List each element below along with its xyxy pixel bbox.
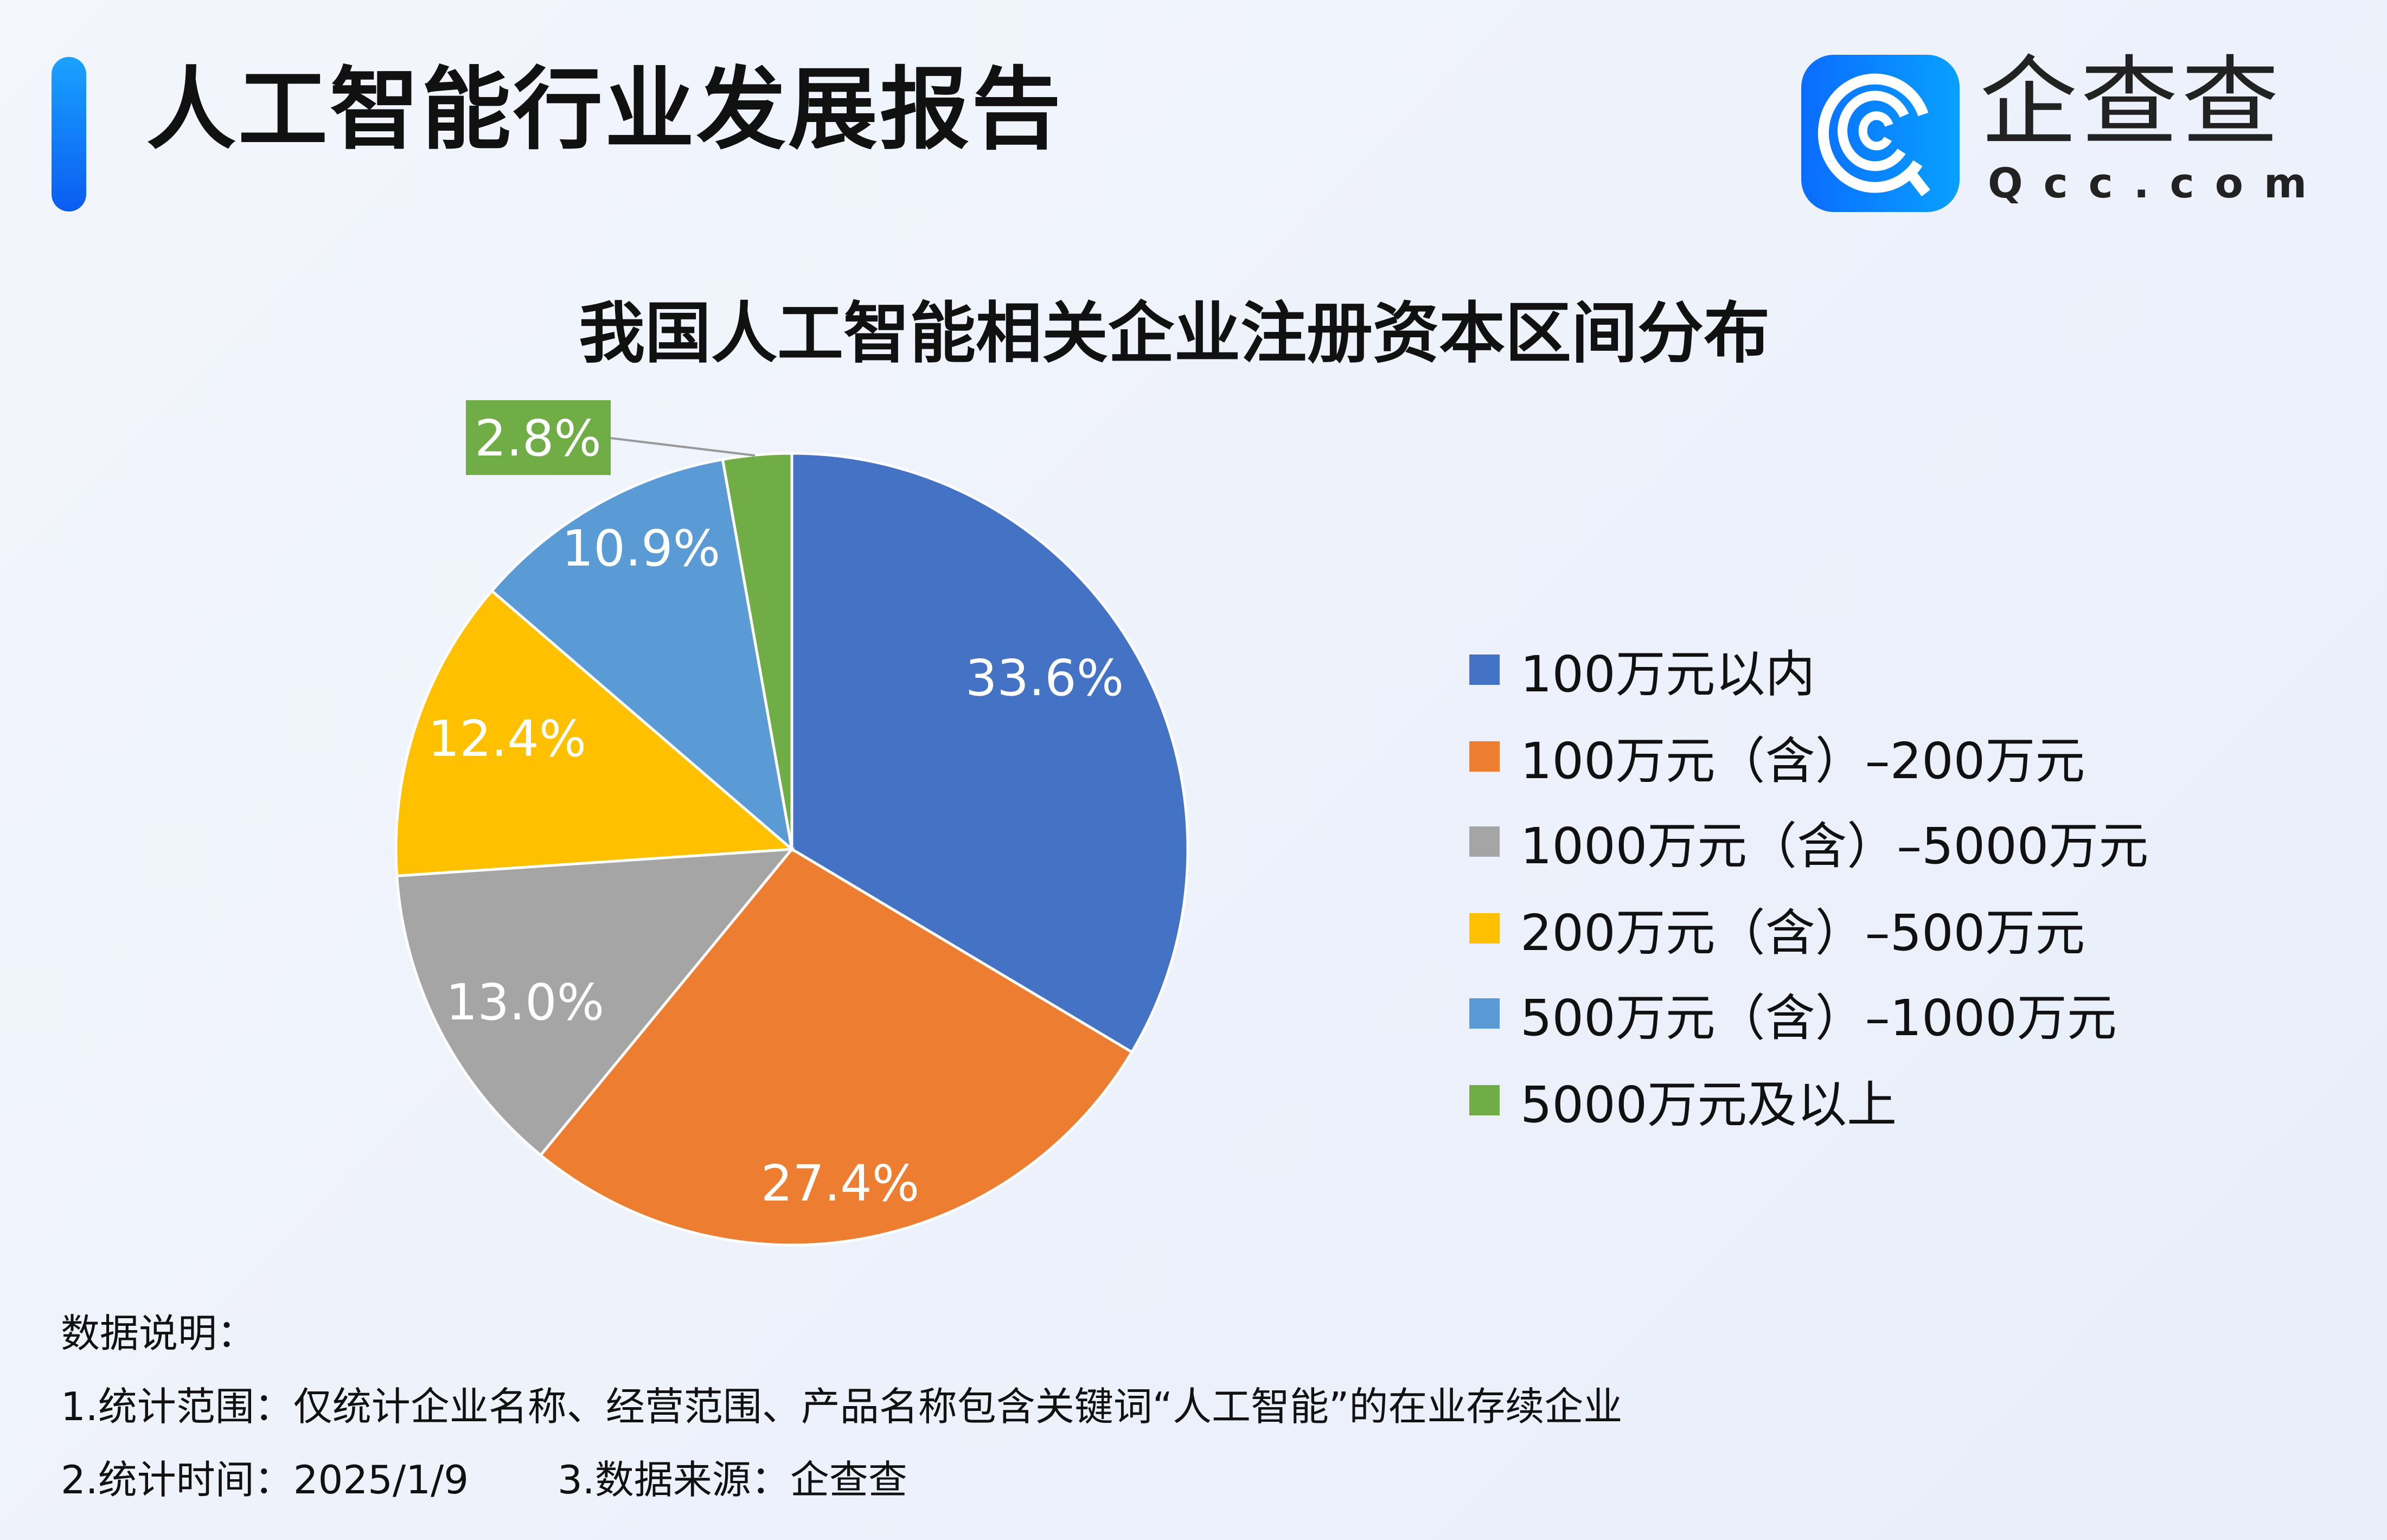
qcc-logo-text: 企查查 [1980,46,2283,159]
slice-label-2: 13.0% [446,973,604,1031]
legend-item: 500万元（含）–1000万元 [1469,984,2117,1047]
legend-item: 100万元（含）–200万元 [1469,727,2085,790]
footer-scope: 1.统计范围：仅统计企业名称、经营范围、产品名称包含关键词“人工智能”的在业存续… [61,1384,1623,1429]
legend-label: 1000万元（含）–5000万元 [1520,817,2149,875]
pie-slice-1 [539,847,1134,1247]
leader-line [610,437,756,457]
legend-label: 5000万元及以上 [1520,1075,1897,1134]
legend-swatch [1469,741,1500,772]
title-accent-bar [52,57,86,211]
qcc-logo-icon [1801,55,1960,212]
slice-label-4: 10.9% [562,519,720,578]
legend-swatch [1469,998,1500,1029]
legend-label: 500万元（含）–1000万元 [1520,989,2117,1047]
legend-swatch [1469,913,1500,944]
legend-label: 100万元（含）–200万元 [1520,732,2085,790]
legend-label: 200万元（含）–500万元 [1520,903,2085,962]
legend-item: 5000万元及以上 [1469,1070,1897,1134]
page-title: 人工智能行业发展报告 [146,57,1063,162]
pie-slice-0 [790,452,1189,1054]
slice-label-3: 12.4% [428,710,586,768]
pie-slice-2 [395,848,795,1157]
footer-source: 3.数据来源：企查查 [558,1457,907,1503]
legend-item: 1000万元（含）–5000万元 [1469,812,2148,875]
footer-date: 2.统计时间：2025/1/9 [61,1457,469,1503]
label-box-5000-plus [466,400,611,475]
legend-item: 100万元以内 [1469,640,1815,703]
pie-slice-5 [721,452,793,850]
footer-heading: 数据说明： [61,1311,257,1356]
legend-label: 100万元以内 [1520,645,1815,703]
qcc-logo-domain: Qcc.com [1988,159,2328,207]
pie-slice-3 [394,589,796,877]
slice-label-1: 27.4% [761,1154,919,1212]
chart-title: 我国人工智能相关企业注册资本区间分布 [579,295,1770,372]
slice-label-5: 2.8% [475,409,601,467]
pie-slice-4 [490,458,794,853]
legend-swatch [1469,826,1500,857]
legend-item: 200万元（含）–500万元 [1469,899,2085,962]
slice-label-0: 33.6% [965,649,1124,707]
legend-swatch [1469,655,1500,685]
legend-swatch [1469,1085,1500,1115]
